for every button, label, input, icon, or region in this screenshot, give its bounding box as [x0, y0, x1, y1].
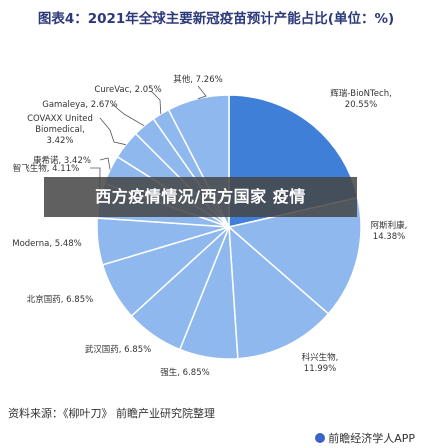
slice-label: 强生, 6.85%: [160, 367, 209, 378]
leader-line: [197, 85, 207, 100]
slice-label: 阿斯利康, 14.38%: [371, 220, 408, 242]
source-note: 资料来源：《柳叶刀》 前瞻产业研究院整理: [8, 407, 215, 420]
slice-label: COVAXX United Biomedical, 3.42%: [27, 114, 93, 146]
slice-label: CureVac, 2.05%: [94, 85, 161, 95]
leader-line: [151, 91, 162, 115]
leader-line: [99, 117, 126, 146]
slice-label: Gamaleya, 2.67%: [42, 100, 118, 110]
brand-logo-icon: [315, 433, 326, 443]
footer-brand-text: 前瞻经济学人APP: [328, 432, 415, 445]
pie-slice[interactable]: [228, 225, 330, 360]
slice-label: 北京国药, 6.85%: [27, 294, 93, 305]
chart-title: 图表4：2021年全球主要新冠疫苗预计产能占比(单位：%): [37, 11, 395, 27]
pie-slice[interactable]: [227, 196, 362, 315]
footer-brand[interactable]: 前瞻经济学人APP: [315, 430, 415, 446]
slice-label: 武汉国药, 6.85%: [85, 344, 151, 355]
pie-slices: [96, 94, 362, 360]
slice-label: 康希诺, 3.42%: [33, 155, 91, 166]
leader-line: [111, 103, 145, 127]
leader-line: [99, 157, 111, 170]
slice-label: 科兴生物, 11.99%: [302, 352, 339, 374]
slice-label: 智飞生物, 4.11%: [13, 163, 79, 174]
slice-label: Moderna, 5.48%: [12, 239, 82, 249]
overlay-banner[interactable]: 西方疫情情况/西方国家 疫情: [44, 177, 357, 217]
slice-label: 其他, 7.26%: [173, 74, 222, 85]
slice-label: 辉瑞-BioNTech, 20.55%: [330, 88, 392, 110]
slice-labels: 辉瑞-BioNTech, 20.55% 阿斯利康, 14.38% 科兴生物, 11.99%…: [12, 74, 407, 378]
